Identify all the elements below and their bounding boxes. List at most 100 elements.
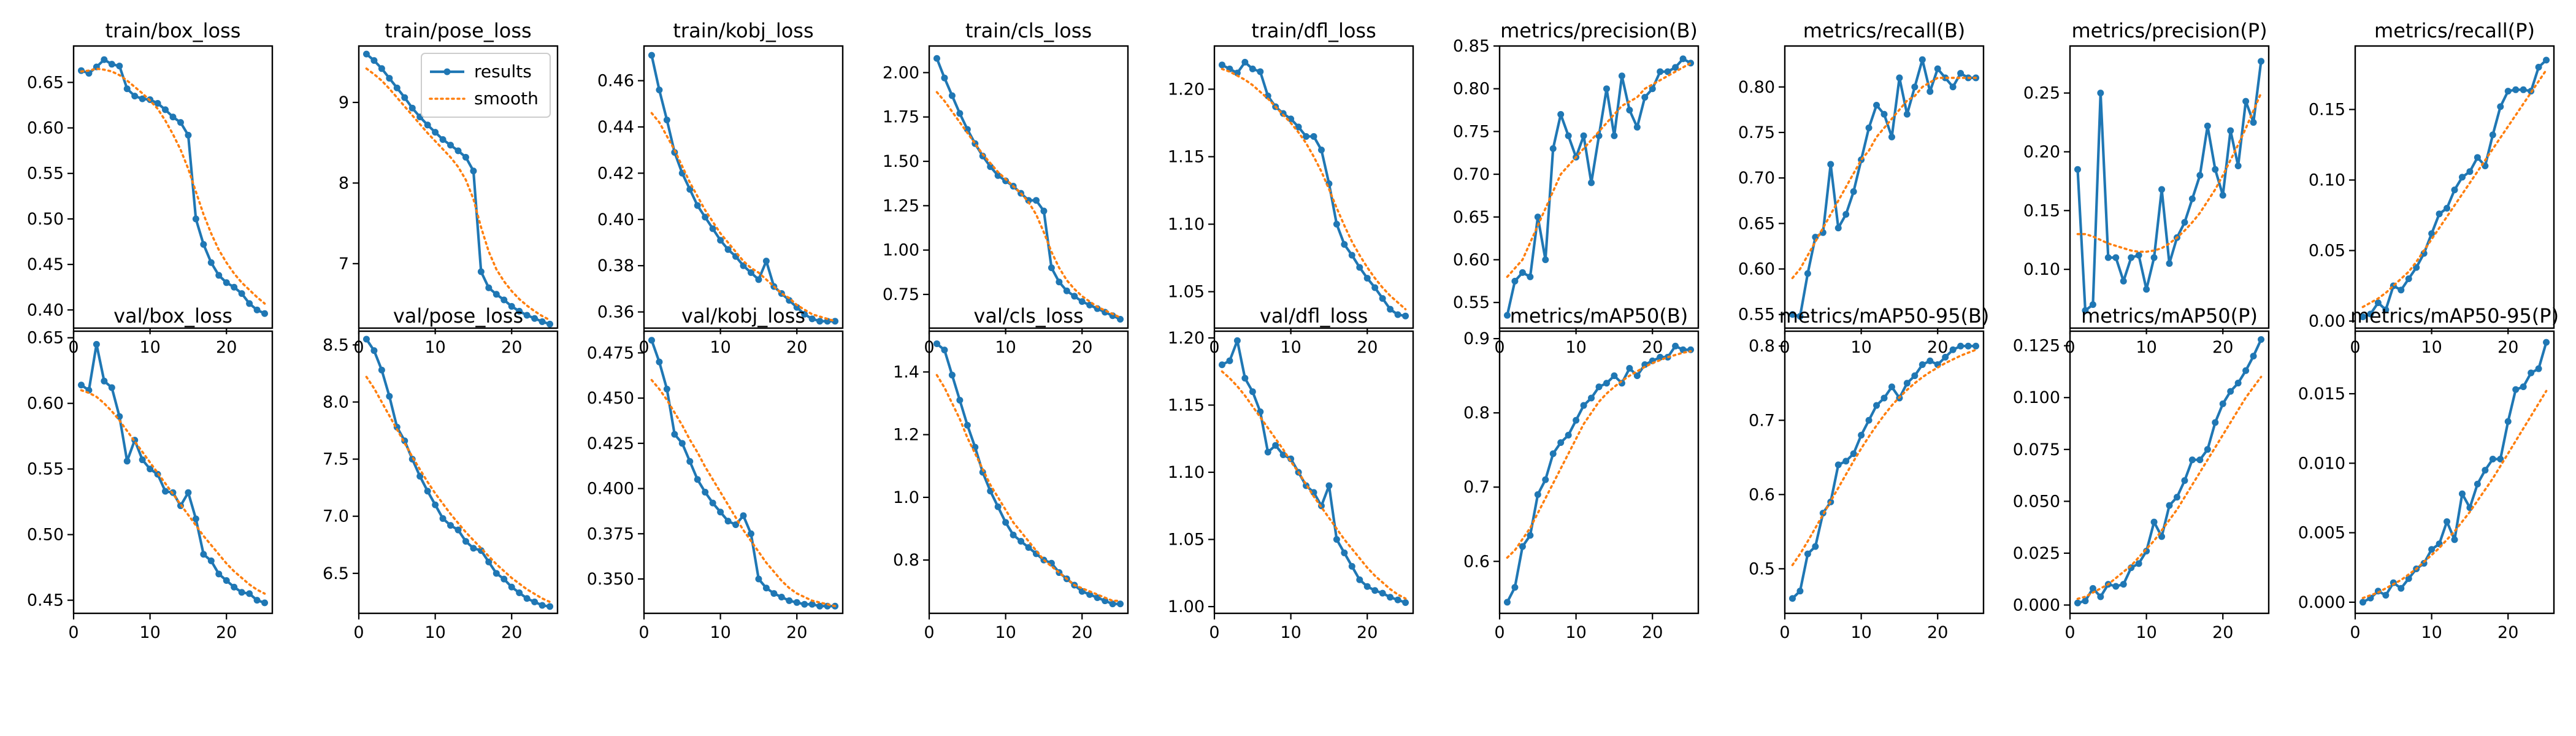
- results-point: [147, 466, 154, 473]
- results-point: [1233, 337, 1241, 344]
- results-point: [1796, 313, 1804, 320]
- y-tick-label: 0.60: [27, 394, 64, 413]
- results-point: [408, 104, 416, 112]
- subplot-val-cls-loss: val/cls_loss 0 10 20 0.8 1.0 1.2 1.4: [893, 304, 1129, 642]
- results-point: [523, 595, 531, 602]
- results-point: [362, 335, 370, 343]
- results-point: [123, 458, 131, 465]
- results-point: [2482, 467, 2489, 474]
- results-point: [439, 515, 447, 522]
- y-tick-label: 1.05: [1168, 531, 1205, 550]
- results-point: [2258, 336, 2265, 343]
- results-point: [485, 558, 493, 565]
- results-point: [1903, 110, 1911, 118]
- y-tick-label: 0.350: [587, 570, 634, 589]
- results-point: [2436, 210, 2443, 218]
- results-point: [2398, 585, 2405, 592]
- results-point: [717, 237, 724, 244]
- results-point: [108, 61, 115, 68]
- results-point: [656, 358, 663, 366]
- results-point: [1542, 476, 1549, 483]
- results-point: [1264, 92, 1271, 99]
- subplot-val-pose-loss: val/pose_loss 0 10 20 6.5 7.0 7.5 8.0 8.5: [323, 304, 559, 642]
- results-point: [1580, 132, 1587, 139]
- results-point: [200, 551, 207, 558]
- results-point: [546, 603, 554, 610]
- results-point: [500, 575, 508, 583]
- results-point: [231, 283, 238, 291]
- results-point: [1048, 264, 1055, 272]
- results-point: [432, 501, 439, 508]
- y-tick-label: 9: [339, 93, 349, 112]
- y-tick-label: 0.55: [27, 460, 64, 479]
- results-point: [1865, 125, 1873, 132]
- results-point: [1241, 375, 1249, 382]
- results-line: [650, 55, 835, 323]
- results-point: [1896, 74, 1903, 82]
- results-point: [370, 57, 378, 64]
- x-tick-label: 0: [68, 623, 79, 642]
- results-point: [1503, 312, 1511, 319]
- results-point: [1972, 342, 1980, 350]
- y-tick-label: 0.75: [1738, 123, 1775, 142]
- results-point: [2158, 533, 2166, 540]
- y-tick-label: 0.010: [2298, 454, 2345, 473]
- results-point: [1233, 69, 1241, 77]
- results-point: [416, 473, 424, 480]
- y-tick-label: 0.15: [2023, 201, 2060, 220]
- x-tick-label: 10: [710, 338, 730, 357]
- results-point: [2242, 98, 2250, 105]
- results-point: [1880, 110, 1888, 118]
- results-point: [2181, 219, 2188, 226]
- x-tick-label: 10: [424, 623, 445, 642]
- y-tick-label: 0.8: [1749, 337, 1775, 356]
- y-tick-label: 0.45: [27, 255, 64, 274]
- results-point: [370, 347, 378, 355]
- y-tick-label: 0.60: [1453, 250, 1490, 269]
- results-point: [378, 65, 385, 72]
- chart-title: train/cls_loss: [965, 19, 1092, 42]
- results-point: [177, 119, 184, 126]
- results-point: [1865, 416, 1873, 424]
- results-point: [1812, 543, 1819, 550]
- results-point: [223, 577, 230, 585]
- results-point: [762, 585, 770, 592]
- results-point: [801, 600, 808, 608]
- results-point: [1356, 576, 1363, 583]
- axes-frame: [2354, 45, 2555, 329]
- results-point: [2250, 119, 2257, 126]
- legend-label: smooth: [474, 88, 539, 109]
- results-point: [2520, 383, 2527, 391]
- results-point: [808, 315, 816, 323]
- chart-title: val/dfl_loss: [1260, 304, 1368, 328]
- results-point: [740, 512, 747, 519]
- axes-frame: [2069, 45, 2270, 329]
- results-point: [508, 583, 515, 591]
- y-tick-label: 0.000: [2013, 596, 2060, 615]
- chart-title: metrics/precision(P): [2071, 19, 2267, 42]
- results-point: [2543, 339, 2550, 346]
- axes-frame: [1498, 45, 1700, 329]
- y-tick-label: 0.9: [1463, 329, 1490, 348]
- x-tick-label: 20: [1357, 623, 1378, 642]
- results-point: [709, 225, 716, 232]
- results-point: [185, 131, 192, 139]
- y-tick-label: 0.55: [1738, 305, 1775, 324]
- results-point: [2135, 560, 2142, 567]
- y-tick-label: 0.85: [1453, 37, 1490, 56]
- y-tick-label: 0.050: [2013, 492, 2060, 511]
- results-point: [2074, 599, 2081, 607]
- results-point: [1287, 115, 1295, 123]
- results-point: [2535, 64, 2542, 71]
- results-point: [956, 110, 964, 117]
- results-point: [2089, 301, 2096, 309]
- results-point: [1557, 439, 1565, 447]
- x-tick-label: 0: [353, 623, 364, 642]
- results-point: [2188, 456, 2196, 464]
- results-point: [1603, 380, 1610, 387]
- axes-frame: [358, 330, 559, 615]
- smooth-line: [1221, 67, 1407, 310]
- chart-title: val/kobj_loss: [681, 304, 805, 328]
- results-point: [1257, 68, 1264, 75]
